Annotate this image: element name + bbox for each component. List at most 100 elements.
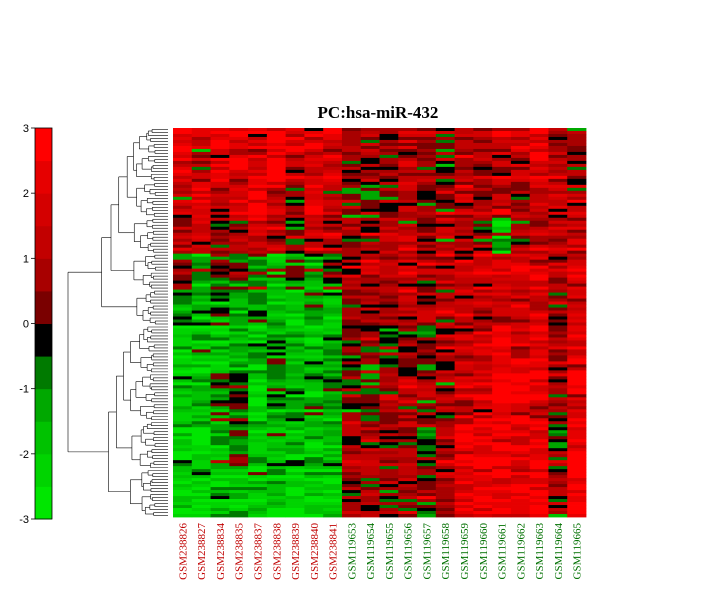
heatmap-cell: [510, 334, 531, 338]
heatmap-cell: [473, 259, 493, 264]
heatmap-cell: [285, 397, 305, 401]
heatmap-cell: [510, 496, 531, 500]
heatmap-cell: [173, 136, 193, 141]
heatmap-cell: [285, 484, 305, 488]
heatmap-cell: [435, 256, 455, 261]
heatmap-cell: [266, 487, 287, 491]
heatmap-cell: [285, 259, 305, 264]
heatmap-cell: [529, 208, 549, 213]
heatmap-cell: [323, 151, 343, 156]
heatmap-cell: [454, 463, 474, 467]
heatmap-cell: [229, 241, 249, 246]
heatmap-cell: [548, 430, 568, 434]
heatmap-cell: [435, 241, 455, 246]
heatmap-cell: [304, 295, 324, 299]
heatmap-cell: [492, 385, 512, 389]
heatmap-cell: [567, 457, 587, 461]
heatmap-cell: [398, 379, 418, 383]
heatmap-cell: [567, 334, 587, 338]
heatmap-cell: [529, 142, 549, 147]
heatmap-cell: [398, 487, 418, 491]
heatmap-cell: [304, 328, 324, 332]
heatmap-cell: [266, 478, 287, 482]
heatmap-cell: [454, 295, 474, 299]
heatmap-cell: [417, 178, 437, 183]
heatmap-cell: [379, 193, 399, 198]
heatmap-cell: [229, 313, 249, 317]
heatmap-cell: [435, 400, 455, 404]
heatmap-cell: [191, 268, 211, 273]
colorbar-segment: [35, 388, 52, 422]
heatmap-cell: [229, 334, 249, 338]
heatmap-cell: [173, 478, 193, 482]
heatmap-cell: [379, 292, 399, 296]
heatmap-cell: [191, 139, 211, 144]
heatmap-cell: [435, 466, 455, 470]
sample-label: GSM238840: [309, 523, 321, 580]
heatmap-cell: [529, 382, 549, 386]
heatmap-cell: [398, 241, 418, 246]
heatmap-cell: [473, 460, 493, 464]
heatmap-cell: [398, 286, 418, 290]
heatmap-cell: [548, 256, 568, 261]
heatmap-cell: [285, 223, 305, 228]
heatmap-cell: [510, 211, 531, 216]
heatmap-cell: [173, 514, 193, 518]
heatmap-cell: [473, 487, 493, 491]
heatmap-cell: [567, 289, 587, 293]
heatmap-cell: [341, 394, 362, 398]
heatmap-cell: [360, 247, 380, 252]
heatmap-cell: [510, 232, 531, 237]
heatmap-cell: [510, 412, 531, 416]
heatmap-cell: [435, 154, 455, 159]
heatmap-cell: [341, 475, 362, 479]
heatmap-cell: [492, 340, 512, 344]
heatmap-cell: [285, 451, 305, 455]
heatmap-cell: [529, 457, 549, 461]
heatmap-cell: [360, 319, 380, 323]
heatmap-cell: [435, 190, 455, 195]
heatmap-cell: [548, 128, 568, 132]
heatmap-cell: [266, 499, 287, 503]
heatmap-cell: [191, 445, 211, 449]
heatmap-cell: [548, 238, 568, 243]
heatmap-cell: [210, 505, 230, 509]
heatmap-cell: [417, 148, 437, 153]
heatmap-cell: [435, 334, 455, 338]
heatmap-cell: [173, 340, 193, 344]
heatmap-cell: [285, 274, 305, 279]
heatmap-cell: [285, 457, 305, 461]
heatmap-cell: [248, 193, 268, 198]
heatmap-cell: [417, 349, 437, 353]
heatmap-cell: [341, 493, 362, 497]
heatmap-cell: [304, 421, 324, 425]
heatmap-cell: [341, 403, 362, 407]
heatmap-cell: [341, 244, 362, 249]
heatmap-cell: [210, 490, 230, 494]
heatmap-cell: [435, 493, 455, 497]
heatmap-cell: [379, 394, 399, 398]
heatmap-cell: [398, 196, 418, 201]
heatmap-cell: [417, 160, 437, 165]
heatmap-cell: [304, 370, 324, 374]
heatmap-cell: [548, 343, 568, 347]
heatmap-cell: [173, 322, 193, 326]
heatmap-cell: [379, 151, 399, 156]
heatmap-cell: [323, 128, 343, 132]
heatmap-cell: [210, 169, 230, 174]
heatmap-cell: [248, 304, 268, 308]
heatmap-cell: [285, 181, 305, 186]
heatmap-cell: [248, 358, 268, 362]
heatmap-cell: [435, 274, 455, 279]
heatmap-cell: [360, 190, 380, 195]
heatmap-cell: [323, 421, 343, 425]
heatmap-cell: [548, 178, 568, 183]
heatmap-cell: [285, 271, 305, 276]
heatmap-cell: [398, 376, 418, 380]
heatmap-cell: [360, 151, 380, 156]
heatmap-cell: [548, 379, 568, 383]
heatmap-cell: [398, 313, 418, 317]
heatmap-cell: [210, 271, 230, 276]
heatmap-cell: [173, 223, 193, 228]
heatmap-cell: [529, 202, 549, 207]
